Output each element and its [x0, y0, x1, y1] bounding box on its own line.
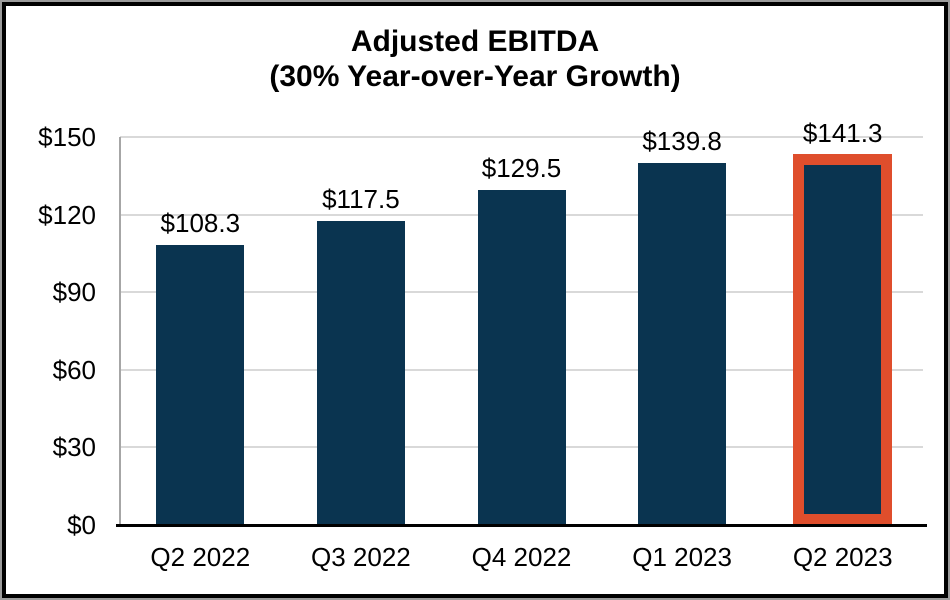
- bar-value-label-q2-2022: $108.3: [160, 207, 241, 238]
- x-axis-label-q2-2023: Q2 2023: [792, 542, 893, 572]
- y-axis-tick-label-150: $150: [38, 122, 96, 152]
- chart-title-line1: Adjusted EBITDA: [350, 25, 600, 58]
- bar-value-label-q1-2023: $139.8: [642, 126, 722, 157]
- y-axis-tick-label-120: $120: [38, 199, 96, 230]
- chart-title-line2: (30% Year-over-Year Growth): [269, 60, 681, 93]
- y-axis-tick-label-0: $0: [67, 510, 96, 540]
- y-axis-tick-label-90: $90: [52, 277, 96, 308]
- y-gridline-150: [120, 136, 923, 138]
- chart-title: Adjusted EBITDA (30% Year-over-Year Grow…: [2, 24, 948, 94]
- bar-q1-2023: [638, 163, 727, 525]
- x-axis-label-q1-2023: Q1 2023: [632, 542, 732, 572]
- x-axis-label-q2-2022: Q2 2022: [150, 542, 251, 572]
- bar-q2-2023: [798, 159, 887, 525]
- x-axis-label-q3-2022: Q3 2022: [311, 542, 411, 572]
- bar-q2-2022: [156, 244, 245, 525]
- bar-value-label-q2-2023: $141.3: [802, 117, 883, 148]
- bar-q3-2022: [316, 221, 405, 525]
- y-axis-tick-label-30: $30: [52, 432, 96, 463]
- highlight-frame-q2-2023: [793, 154, 893, 525]
- y-axis-line: [119, 137, 121, 525]
- y-axis-tick-label-60: $60: [52, 354, 96, 385]
- bar-q4-2022: [477, 190, 566, 525]
- bar-value-label-q4-2022: $129.5: [481, 153, 562, 184]
- x-axis-line: [116, 524, 927, 527]
- bar-value-label-q3-2022: $117.5: [322, 184, 400, 215]
- x-axis-label-q4-2022: Q4 2022: [471, 542, 572, 572]
